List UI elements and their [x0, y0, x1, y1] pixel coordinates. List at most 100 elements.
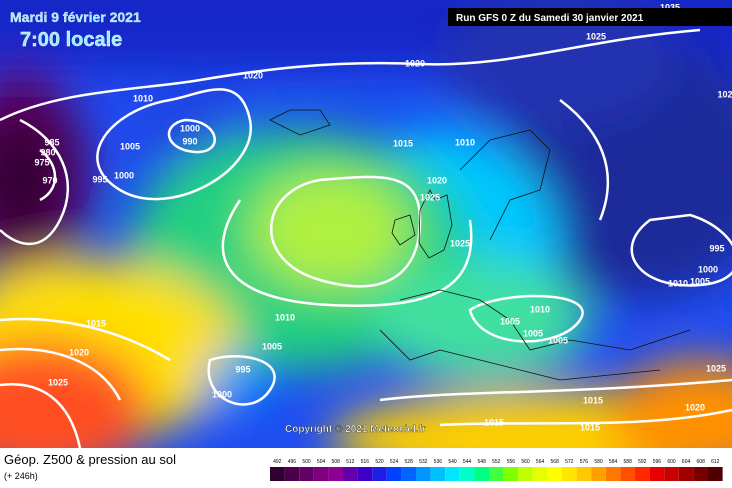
isobar-label: 1025 [420, 192, 440, 202]
isobar-label: 975 [34, 157, 49, 167]
scale-swatch [576, 467, 592, 481]
isobar-label: 995 [235, 364, 250, 374]
isobar-label: 1010 [133, 93, 153, 103]
scale-label: 560 [521, 459, 530, 465]
scale-label: 576 [580, 459, 589, 465]
scale-label: 516 [361, 459, 370, 465]
lead-time: (+ 246h) [4, 471, 38, 481]
scale-label: 572 [565, 459, 574, 465]
isobar-labels: 1035 1025 1020 1020 1010 1000 990 1005 985980975… [34, 2, 732, 432]
isobar-label: 1010 [668, 278, 688, 288]
scale-swatch [357, 467, 373, 481]
scale-swatch [605, 467, 621, 481]
scale-label: 508 [332, 459, 341, 465]
scale-swatch [489, 467, 504, 481]
scale-label: 568 [551, 459, 560, 465]
isobar-label: 1000 [698, 264, 718, 274]
scale-label: 588 [624, 459, 633, 465]
isobar-label: 985 [44, 137, 59, 147]
color-scale: 492 496 500 504 508 512 516 520 524 528 532 536 540 5… [270, 459, 723, 481]
isobar-label: 1010 [455, 137, 475, 147]
scale-label: 496 [288, 459, 297, 465]
scale-label: 604 [682, 459, 691, 465]
scale-label: 524 [390, 459, 399, 465]
scale-swatch [591, 467, 606, 481]
scale-swatch [299, 467, 314, 481]
scale-swatch [518, 467, 533, 481]
isobar-label: 1020 [243, 70, 263, 80]
isobar-label: 1005 [120, 141, 140, 151]
scale-label: 596 [653, 459, 662, 465]
scale-swatch [547, 467, 562, 481]
scale-label: 608 [697, 459, 706, 465]
scale-label: 520 [375, 459, 384, 465]
scale-label: 512 [346, 459, 355, 465]
isobar-label: 970 [42, 175, 57, 185]
scale-swatch [664, 467, 679, 481]
local-time: 7:00 locale [20, 29, 122, 51]
isobar-label: 1015 [86, 318, 106, 328]
scale-label: 548 [478, 459, 487, 465]
scale-label: 492 [273, 459, 282, 465]
run-info: Run GFS 0 Z du Samedi 30 janvier 2021 [456, 13, 644, 24]
scale-swatch [708, 467, 723, 481]
isobar-label: 1005 [500, 316, 520, 326]
scale-swatch [474, 467, 489, 481]
scale-swatch [620, 467, 635, 481]
isobar-label: 1005 [548, 335, 568, 345]
scale-swatch [445, 467, 460, 481]
scale-label: 600 [667, 459, 676, 465]
isobar-label: 1000 [114, 170, 134, 180]
date: Mardi 9 février 2021 [10, 9, 141, 25]
isobar-label: 1015 [583, 395, 603, 405]
scale-label: 552 [492, 459, 501, 465]
isobar-label: 1015 [484, 417, 504, 427]
isobar-label: 1025 [586, 31, 606, 41]
isobar-label: 995 [709, 243, 724, 253]
scale-label: 612 [711, 459, 720, 465]
scale-label: 504 [317, 459, 326, 465]
scale-label: 556 [507, 459, 516, 465]
isobar-label: 1020 [685, 402, 705, 412]
isobar-label: 1000 [180, 123, 200, 133]
scale-swatch [678, 467, 694, 481]
legend-title: Géop. Z500 & pression au sol [4, 452, 176, 467]
isobar-label: 1025 [450, 238, 470, 248]
scale-label: 540 [448, 459, 457, 465]
isobar-label: 980 [40, 147, 55, 157]
scale-swatch [386, 467, 402, 481]
scale-swatch [343, 467, 358, 481]
isobar-label: 102 [717, 89, 732, 99]
scale-swatch [328, 467, 343, 481]
scale-label: 580 [594, 459, 603, 465]
scale-label: 532 [419, 459, 428, 465]
scale-label: 584 [609, 459, 618, 465]
isobar-label: 990 [182, 136, 197, 146]
scale-label: 528 [405, 459, 414, 465]
scale-label: 592 [638, 459, 647, 465]
isobar-label: 1005 [262, 341, 282, 351]
isobar-label: 1020 [69, 347, 89, 357]
scale-swatch [270, 467, 285, 481]
scale-swatch [532, 467, 548, 481]
scale-swatch [635, 467, 650, 481]
scale-label: 536 [434, 459, 443, 465]
scale-swatch [430, 467, 446, 481]
isobar-label: 1010 [275, 312, 295, 322]
isobar-label: 1000 [212, 389, 232, 399]
scale-swatch [503, 467, 519, 481]
isobar-label: 1020 [405, 58, 425, 68]
scale-label: 544 [463, 459, 472, 465]
isobar-label: 1005 [523, 328, 543, 338]
copyright: Copyright © 2021 Meteociel.fr [285, 424, 426, 435]
isobar-label: 995 [92, 174, 107, 184]
scale-swatch [693, 467, 708, 481]
scale-swatch [416, 467, 431, 481]
isobar-label: 1025 [48, 377, 68, 387]
isobar-label: 1020 [427, 175, 447, 185]
scale-label: 564 [536, 459, 545, 465]
isobars [0, 28, 732, 448]
